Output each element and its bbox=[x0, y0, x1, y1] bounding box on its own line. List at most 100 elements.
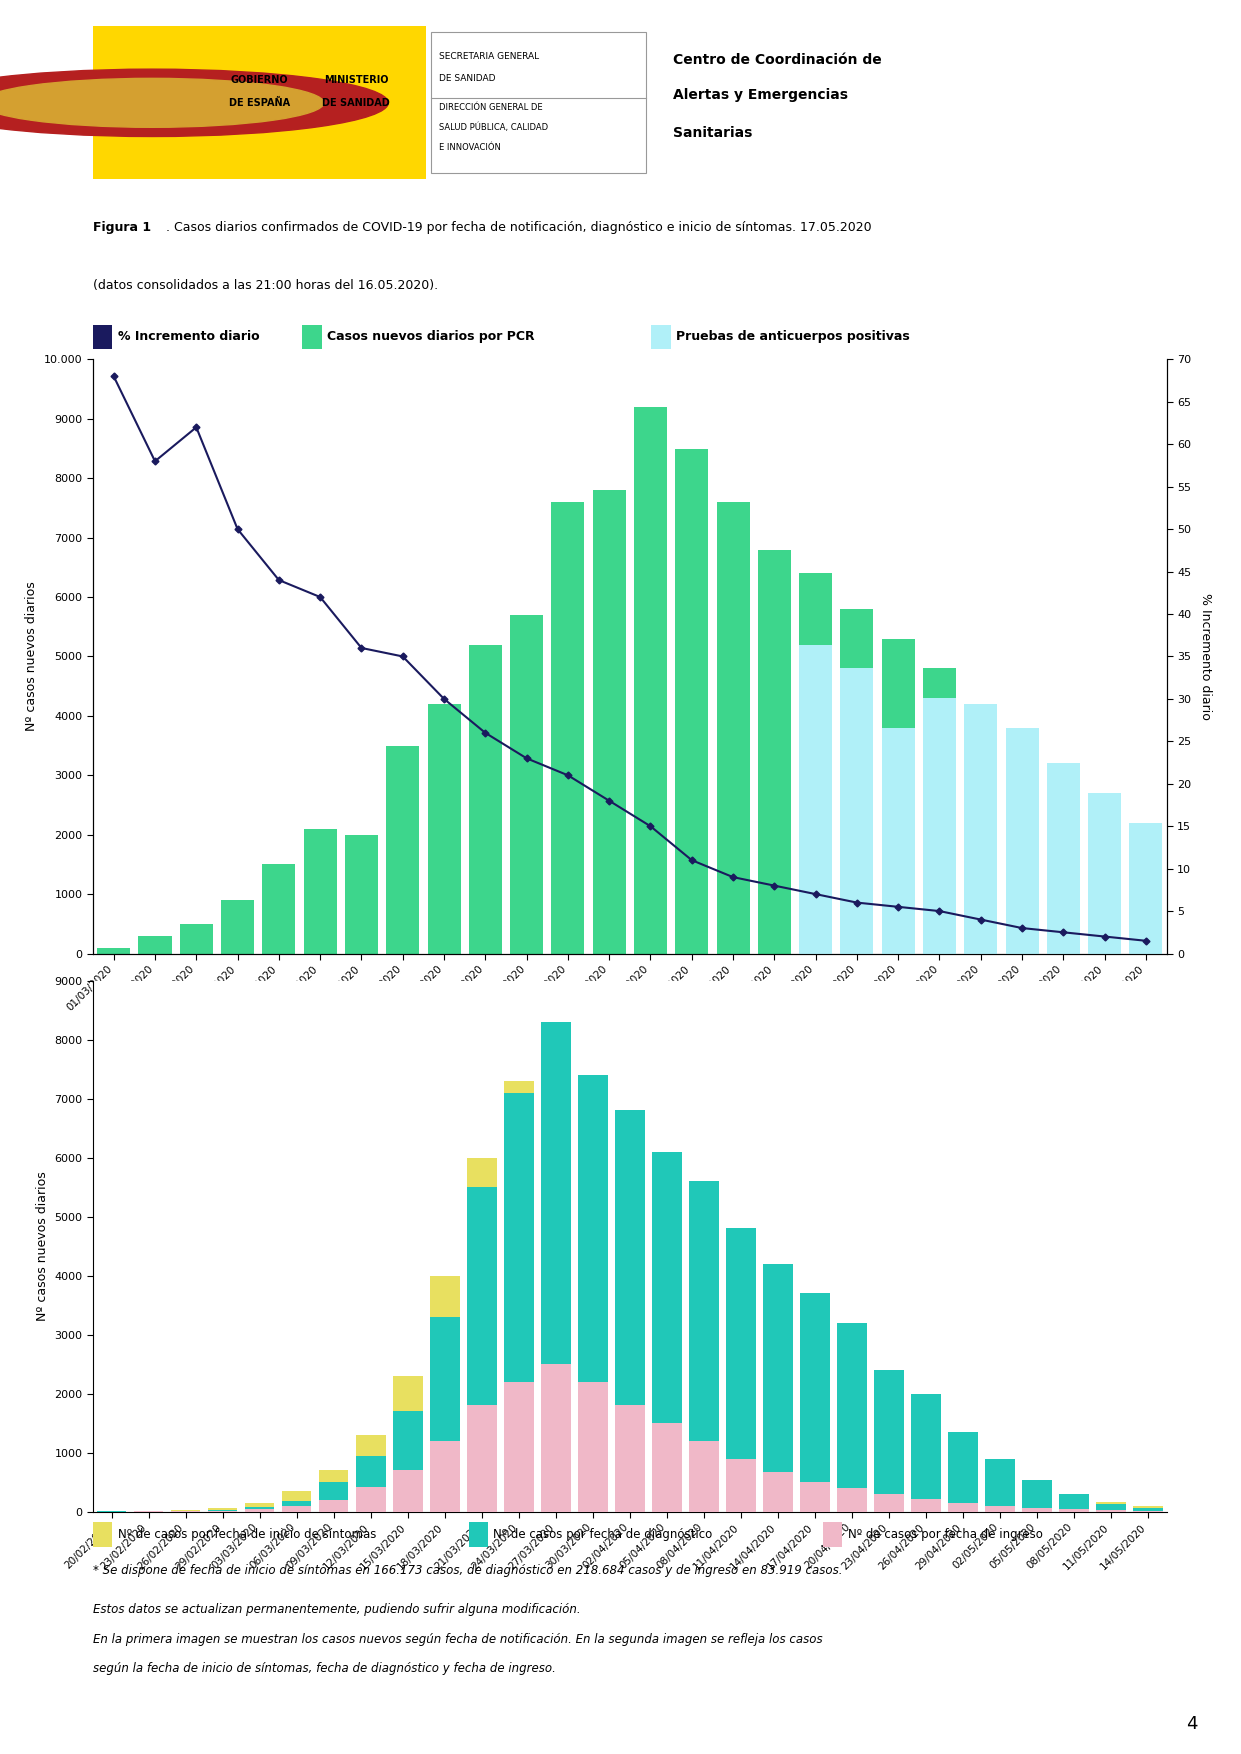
Bar bbox=[948, 1431, 978, 1512]
Bar bbox=[93, 26, 426, 179]
Bar bbox=[985, 1459, 1015, 1512]
Y-axis label: Nº casos nuevos diarios: Nº casos nuevos diarios bbox=[26, 582, 38, 731]
Bar bbox=[911, 1447, 941, 1512]
Bar bbox=[758, 549, 791, 954]
Bar bbox=[510, 616, 544, 954]
Bar bbox=[616, 1110, 644, 1512]
Bar bbox=[469, 644, 501, 954]
Text: según la fecha de inicio de síntomas, fecha de diagnóstico y fecha de ingreso.: según la fecha de inicio de síntomas, fe… bbox=[93, 1661, 556, 1675]
Bar bbox=[244, 1508, 274, 1512]
Bar bbox=[593, 489, 625, 954]
Bar bbox=[97, 947, 130, 954]
Bar bbox=[881, 728, 915, 954]
Bar bbox=[911, 1500, 941, 1512]
Bar bbox=[467, 1158, 496, 1512]
Bar bbox=[578, 1382, 608, 1512]
Bar bbox=[634, 407, 666, 954]
Bar bbox=[1088, 817, 1121, 954]
Text: DE ESPAÑA: DE ESPAÑA bbox=[228, 98, 290, 107]
Bar bbox=[874, 1370, 903, 1512]
Text: GOBIERNO: GOBIERNO bbox=[231, 75, 288, 84]
Bar bbox=[171, 1510, 200, 1512]
Circle shape bbox=[0, 79, 324, 128]
Bar bbox=[429, 1317, 459, 1512]
Bar bbox=[763, 1265, 793, 1512]
Bar bbox=[356, 1435, 386, 1512]
Text: SALUD PÚBLICA, CALIDAD: SALUD PÚBLICA, CALIDAD bbox=[439, 123, 547, 132]
Text: Figura 1: Figura 1 bbox=[93, 221, 151, 233]
Bar bbox=[541, 1365, 571, 1512]
Text: Casos nuevos diarios por PCR: Casos nuevos diarios por PCR bbox=[328, 330, 535, 344]
Bar bbox=[1047, 770, 1080, 954]
Bar bbox=[726, 1228, 756, 1512]
Bar bbox=[799, 644, 833, 954]
Bar bbox=[652, 1152, 681, 1512]
Bar bbox=[948, 1503, 978, 1512]
Bar bbox=[964, 710, 998, 954]
Bar bbox=[282, 1491, 311, 1512]
Bar bbox=[244, 1503, 274, 1512]
Bar bbox=[180, 924, 212, 954]
Bar bbox=[1005, 728, 1039, 954]
Bar bbox=[1023, 1480, 1052, 1512]
Bar bbox=[429, 1440, 459, 1512]
Bar bbox=[1133, 1508, 1163, 1512]
Bar bbox=[840, 668, 874, 954]
Bar bbox=[319, 1470, 349, 1512]
Text: DIRECCIÓN GENERAL DE: DIRECCIÓN GENERAL DE bbox=[439, 103, 542, 112]
Text: Sanitarias: Sanitarias bbox=[673, 126, 752, 140]
Bar bbox=[800, 1340, 830, 1512]
Bar bbox=[948, 1470, 978, 1512]
Bar bbox=[874, 1417, 903, 1512]
Bar bbox=[1060, 1494, 1088, 1512]
Bar bbox=[726, 1459, 756, 1512]
Bar bbox=[541, 1045, 571, 1512]
Bar bbox=[282, 1501, 311, 1512]
Bar bbox=[964, 703, 998, 954]
Bar bbox=[467, 1187, 496, 1512]
Text: Estos datos se actualizan permanentemente, pudiendo sufrir alguna modificación.: Estos datos se actualizan permanentement… bbox=[93, 1603, 581, 1615]
Bar bbox=[93, 324, 113, 349]
Text: Alertas y Emergencias: Alertas y Emergencias bbox=[673, 88, 848, 102]
Bar bbox=[386, 745, 419, 954]
Bar bbox=[881, 638, 915, 954]
Bar bbox=[689, 1240, 719, 1512]
Bar bbox=[1129, 840, 1163, 954]
Bar bbox=[551, 502, 585, 954]
Bar bbox=[244, 1507, 274, 1512]
Bar bbox=[1023, 1491, 1052, 1512]
Text: Centro de Coordinación de: Centro de Coordinación de bbox=[673, 53, 881, 67]
Bar bbox=[652, 1193, 681, 1512]
Bar bbox=[1129, 823, 1163, 954]
Bar bbox=[838, 1382, 866, 1512]
Bar bbox=[393, 1412, 422, 1512]
Bar bbox=[763, 1472, 793, 1512]
Bar bbox=[504, 1382, 534, 1512]
Bar bbox=[911, 1394, 941, 1512]
Bar bbox=[504, 1093, 534, 1512]
Bar bbox=[716, 502, 750, 954]
Bar bbox=[1096, 1501, 1126, 1512]
Bar bbox=[652, 1422, 681, 1512]
Bar bbox=[282, 1507, 311, 1512]
Bar bbox=[207, 1508, 237, 1512]
Text: Pruebas de anticuerpos positivas: Pruebas de anticuerpos positivas bbox=[676, 330, 910, 344]
Bar bbox=[345, 835, 379, 954]
Bar bbox=[319, 1482, 349, 1512]
Bar bbox=[431, 32, 645, 174]
Bar bbox=[262, 865, 295, 954]
Bar bbox=[1133, 1507, 1163, 1512]
Bar bbox=[467, 1405, 496, 1512]
Text: DE SANIDAD: DE SANIDAD bbox=[323, 98, 390, 107]
Bar bbox=[689, 1180, 719, 1512]
Bar bbox=[393, 1470, 422, 1512]
Bar bbox=[221, 900, 254, 954]
Bar bbox=[1060, 1510, 1088, 1512]
Bar bbox=[1047, 763, 1080, 954]
Bar bbox=[541, 1023, 571, 1512]
Bar bbox=[726, 1270, 756, 1512]
Bar bbox=[139, 935, 171, 954]
Bar bbox=[578, 1093, 608, 1512]
Bar bbox=[838, 1323, 866, 1512]
Bar bbox=[800, 1293, 830, 1512]
